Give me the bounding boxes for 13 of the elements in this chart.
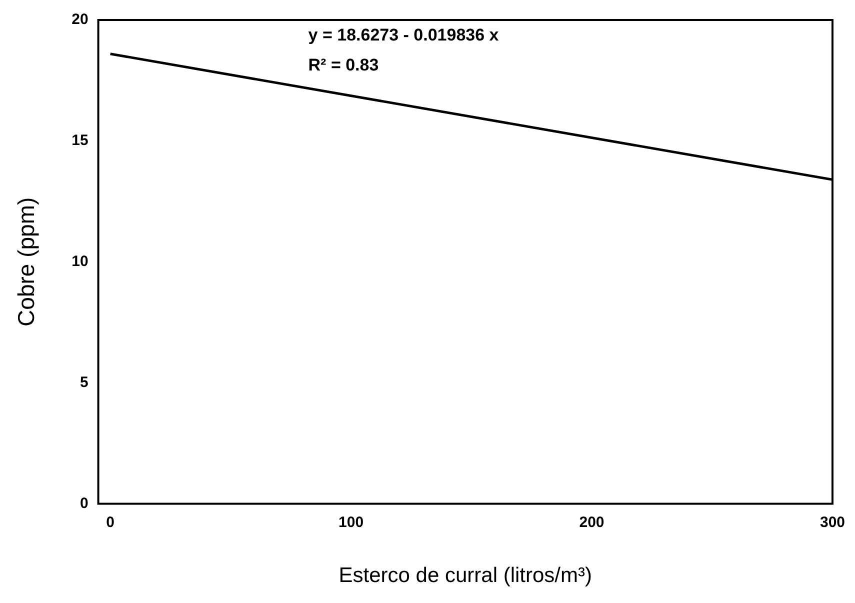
y-tick-label: 0 [80, 494, 88, 512]
y-tick-label: 10 [72, 253, 88, 270]
y-axis-title: Cobre (ppm) [13, 197, 40, 326]
y-tick-label: 5 [80, 374, 88, 391]
x-tick-label: 0 [106, 514, 114, 531]
annotation: y = 18.6273 - 0.019836 x [308, 26, 500, 45]
y-tick-label: 20 [72, 11, 88, 28]
x-tick-label: 300 [820, 514, 845, 531]
x-tick-label: 200 [579, 514, 604, 531]
x-tick-label: 100 [338, 514, 364, 531]
x-axis-title: Esterco de curral (litros/m³) [338, 564, 592, 588]
annotation: R² = 0.83 [308, 56, 379, 75]
y-tick-label: 15 [72, 132, 88, 150]
